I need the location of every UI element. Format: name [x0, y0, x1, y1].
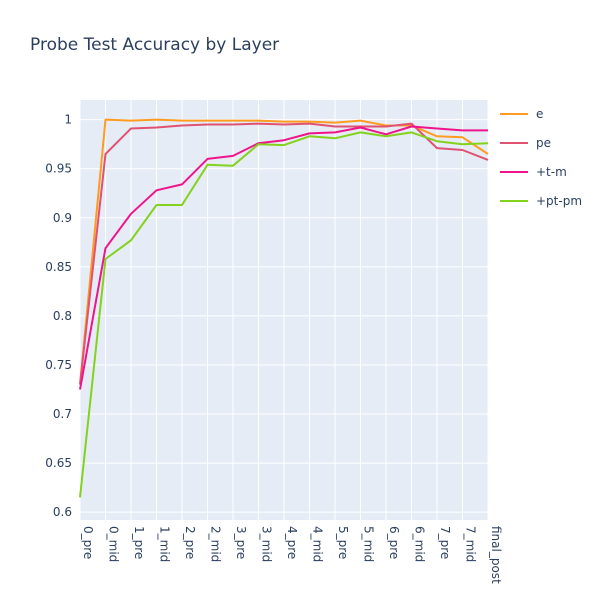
y-tick-label: 1	[64, 113, 72, 127]
series-line	[79, 118, 489, 385]
y-tick-label: 0.6	[53, 505, 72, 519]
legend-label: +pt-pm	[536, 194, 582, 208]
legend-label: e	[536, 107, 543, 121]
x-tick-label: 6_pre	[387, 526, 401, 559]
x-tick-label: 4_pre	[285, 526, 299, 559]
series-line	[79, 131, 489, 498]
legend: e pe +t-m +pt-pm	[500, 107, 582, 208]
x-tick-label: final_post	[489, 526, 503, 584]
legend-label: pe	[536, 136, 551, 150]
x-tick-label: 2_mid	[209, 526, 223, 562]
y-tick-label: 0.95	[45, 162, 72, 176]
y-tick-label: 0.9	[53, 211, 72, 225]
x-tick-label: 1_mid	[158, 526, 172, 562]
y-tick-label: 0.8	[53, 309, 72, 323]
x-tick-label: 3_pre	[234, 526, 248, 559]
y-tick-label: 0.65	[45, 456, 72, 470]
x-axis-ticks: 0_pre 0_mid 1_pre 1_mid 2_pre 2_mid 3_pre 3_mid…	[81, 526, 503, 584]
x-tick-label: 5_pre	[336, 526, 350, 559]
y-tick-label: 0.75	[45, 358, 72, 372]
x-tick-label: 4_mid	[311, 526, 325, 562]
y-tick-label: 0.7	[53, 407, 72, 421]
series-line	[79, 122, 489, 385]
x-tick-label: 7_pre	[438, 526, 452, 559]
y-tick-label: 0.85	[45, 260, 72, 274]
chart-title: Probe Test Accuracy by Layer	[30, 35, 279, 55]
x-tick-label: 0_mid	[107, 526, 121, 562]
x-tick-label: 5_mid	[362, 526, 376, 562]
x-tick-label: 3_mid	[260, 526, 274, 562]
series-lines	[79, 118, 489, 498]
x-tick-label: 1_pre	[132, 526, 146, 559]
x-tick-label: 0_pre	[81, 526, 95, 559]
x-tick-label: 7_mid	[464, 526, 478, 562]
legend-label: +t-m	[536, 165, 567, 179]
series-line	[79, 125, 488, 390]
x-tick-label: 2_pre	[183, 526, 197, 559]
y-axis-ticks: 0.6 0.65 0.7 0.75 0.8 0.85 0.9 0.95 1	[45, 113, 72, 520]
x-tick-label: 6_mid	[413, 526, 427, 562]
